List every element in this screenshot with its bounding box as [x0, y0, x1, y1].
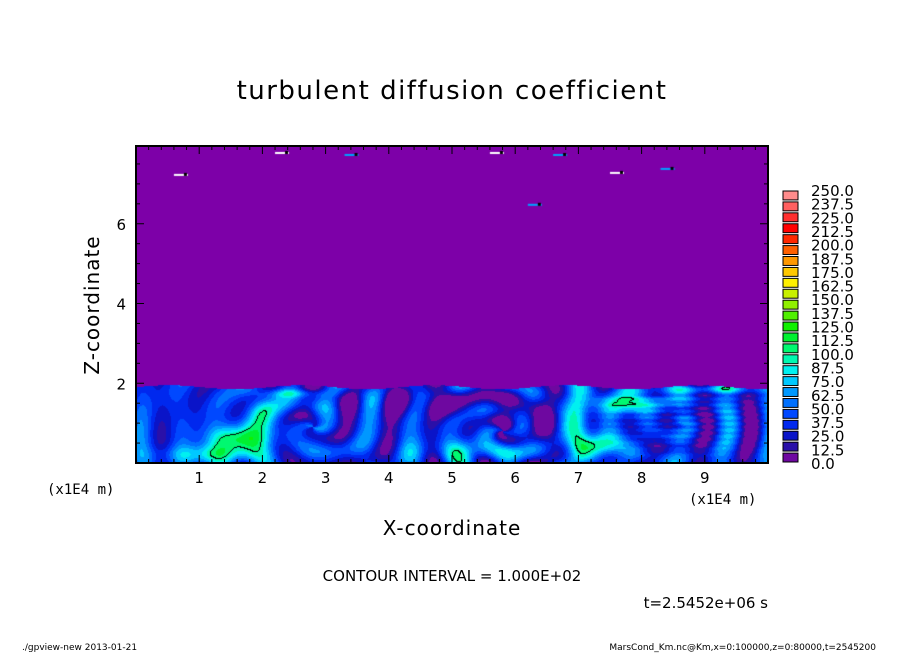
colorbar-label: 250.0	[811, 182, 854, 200]
colorbar-label: 125.0	[811, 319, 854, 337]
heatmap-field	[136, 146, 768, 463]
colorbar-swatch	[782, 277, 799, 288]
x-tick-label: 5	[447, 469, 457, 487]
colorbar-label: 25.0	[811, 428, 844, 446]
colorbar-label: 37.5	[811, 414, 844, 432]
x-unit-label-left: (x1E4 m)	[47, 482, 115, 498]
colorbar-swatch	[782, 288, 799, 299]
chart-title: turbulent diffusion coefficient	[236, 76, 668, 106]
colorbar-swatch	[782, 256, 799, 266]
colorbar-label: 187.5	[811, 250, 854, 268]
colorbar-swatch	[782, 190, 799, 201]
colorbar-label: 0.0	[811, 455, 835, 473]
colorbar-label: 225.0	[811, 209, 854, 227]
plot-frame	[135, 145, 769, 464]
footer-source: MarsCond_Km.nc@Km,x=0:100000,z=0:80000,t…	[609, 643, 876, 653]
colorbar-swatch	[782, 408, 799, 419]
colorbar-swatch	[782, 212, 799, 223]
colorbar-swatch	[782, 332, 799, 343]
colorbar-swatch	[782, 387, 799, 397]
contour-interval-text: CONTOUR INTERVAL = 1.000E+02	[322, 567, 582, 585]
colorbar-swatch	[782, 266, 799, 277]
colorbar-swatch	[782, 452, 799, 463]
colorbar-label: 237.5	[811, 196, 854, 214]
colorbar-swatch	[782, 441, 799, 452]
y-tick-label: 2	[116, 375, 126, 393]
colorbar-swatch	[782, 245, 799, 256]
colorbar-label: 12.5	[811, 441, 844, 459]
colorbar-label: 100.0	[811, 346, 854, 364]
colorbar-swatch	[782, 354, 799, 365]
colorbar-swatch	[782, 430, 799, 441]
colorbar-swatch	[782, 376, 799, 387]
x-tick-label: 4	[384, 469, 394, 487]
x-tick-label: 6	[510, 469, 520, 487]
colorbar-label: 212.5	[811, 223, 854, 241]
colorbar-label: 112.5	[811, 332, 854, 350]
colorbar-label: 162.5	[811, 278, 854, 296]
x-tick-label: 2	[258, 469, 268, 487]
y-tick-label: 6	[116, 216, 126, 234]
colorbar-swatch	[782, 321, 799, 332]
x-tick-label: 8	[637, 469, 647, 487]
x-axis-label: X-coordinate	[382, 516, 522, 540]
x-tick-label: 9	[700, 469, 710, 487]
colorbar-swatch	[782, 310, 799, 321]
x-tick-label: 3	[321, 469, 331, 487]
x-tick-label: 1	[194, 469, 204, 487]
colorbar-label: 200.0	[811, 237, 854, 255]
colorbar-label: 137.5	[811, 305, 854, 323]
x-tick-label: 7	[574, 469, 584, 487]
colorbar-label: 150.0	[811, 291, 854, 309]
colorbar-swatch	[782, 343, 799, 354]
colorbar-label: 50.0	[811, 400, 844, 418]
colorbar-swatch	[782, 201, 799, 212]
colorbar-swatch	[782, 299, 799, 310]
colorbar-swatch	[782, 397, 799, 408]
y-tick-label: 4	[116, 296, 126, 314]
colorbar-swatch	[782, 223, 799, 234]
colorbar-label: 175.0	[811, 264, 854, 282]
x-unit-label-right: (x1E4 m)	[689, 492, 757, 508]
colorbar-label: 87.5	[811, 359, 844, 377]
colorbar-label: 62.5	[811, 387, 844, 405]
colorbar-label: 75.0	[811, 373, 844, 391]
colorbar-swatch	[782, 365, 799, 376]
colorbar-swatch	[782, 419, 799, 430]
colorbar-swatch	[782, 234, 799, 245]
footer-program: ./gpview-new 2013-01-21	[22, 643, 138, 653]
time-label: t=2.5452e+06 s	[643, 594, 768, 612]
